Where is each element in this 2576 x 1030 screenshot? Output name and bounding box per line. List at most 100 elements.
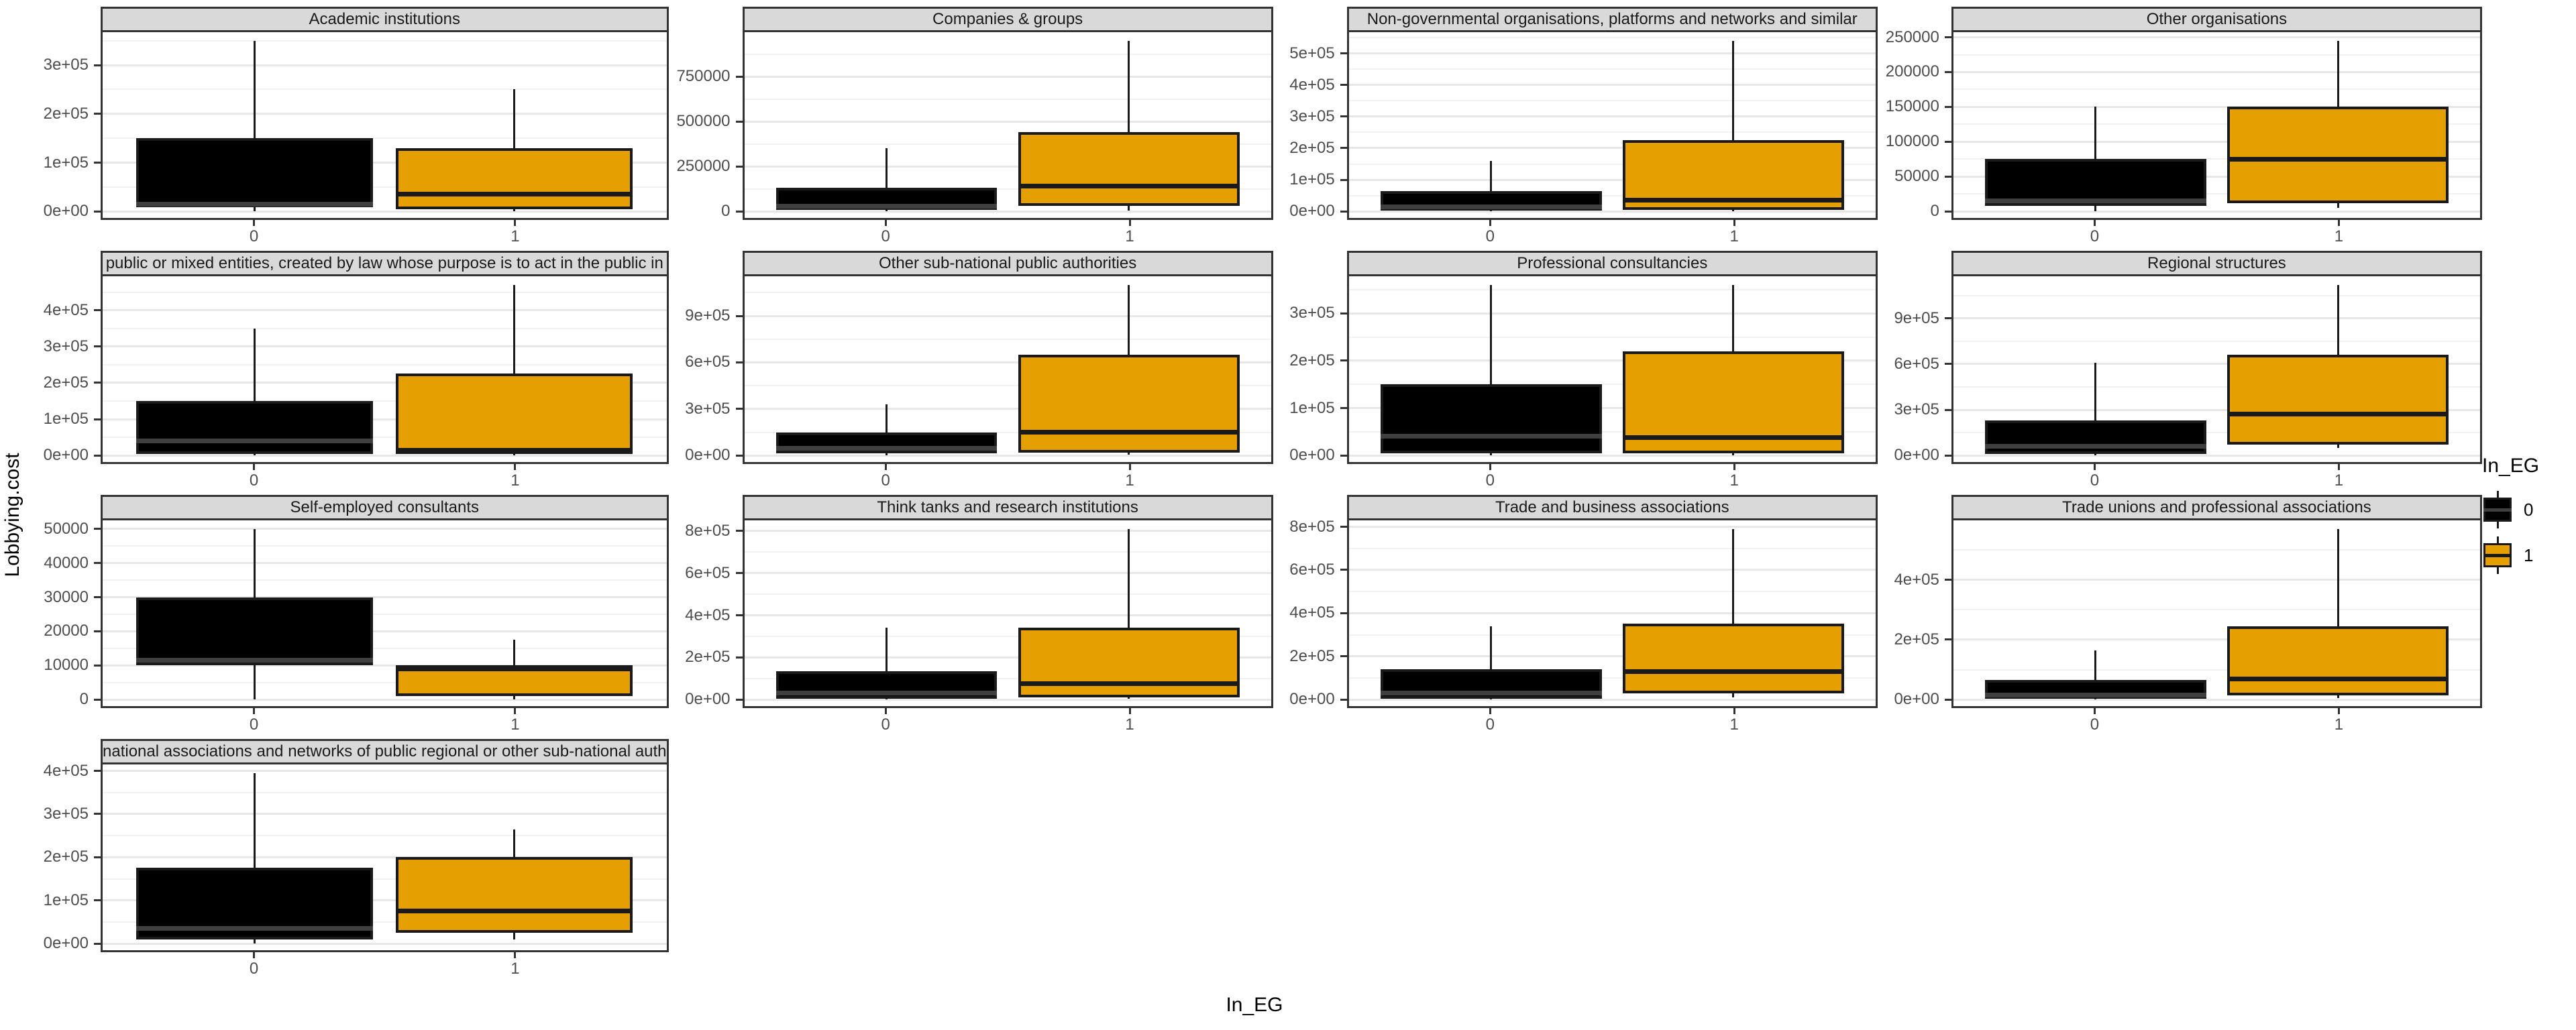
y-tick-mark: [735, 75, 743, 78]
gridline-major: [744, 408, 1271, 410]
gridline-major: [1348, 454, 1876, 457]
y-tick-label: 4e+05: [1289, 75, 1335, 94]
plot-area: [742, 32, 1273, 220]
y-tick-label: 0e+00: [1289, 690, 1335, 709]
boxplot-box-0: [1984, 420, 2206, 454]
x-tick-mark: [253, 220, 256, 226]
median-line: [1984, 444, 2206, 449]
y-tick-mark: [94, 899, 101, 902]
y-tick-label: 500000: [676, 112, 731, 131]
facet-title: Other organisations: [2146, 10, 2288, 28]
legend-title: In_EG: [2482, 455, 2540, 477]
y-tick-label: 200000: [1885, 62, 1939, 81]
whisker-line: [1732, 528, 1735, 698]
plot-area: [1951, 32, 2482, 220]
gridline-major: [1953, 105, 2480, 108]
y-tick-mark: [735, 361, 743, 363]
median-line: [775, 691, 998, 696]
x-tick-mark: [2093, 708, 2096, 714]
gridline-minor: [103, 579, 667, 581]
gridline-major: [744, 656, 1271, 659]
legend-item: 1: [2482, 536, 2576, 574]
y-axis-gutter: 0 10000 20000 30000 40000 50000: [27, 495, 101, 734]
y-tick-mark: [1340, 359, 1347, 362]
gridline-major: [103, 64, 667, 66]
gridline-minor: [103, 186, 667, 188]
facet-title: Self-employed consultants: [290, 498, 479, 516]
y-tick-label: 2e+05: [1894, 630, 1939, 648]
gridline-minor: [1953, 54, 2480, 56]
panel: Other organisations 0 1: [1951, 7, 2482, 245]
x-tick-label: 0: [881, 471, 890, 490]
y-tick-label: 2e+05: [43, 104, 89, 123]
gridline-minor: [103, 327, 667, 329]
x-tick-mark: [253, 952, 256, 958]
facet-title: Think tanks and research institutions: [877, 498, 1138, 516]
gridline-major: [744, 614, 1271, 617]
y-tick-label: 4e+05: [43, 761, 89, 780]
y-axis-gutter: 0e+00 2e+05 4e+05 6e+05 8e+05: [669, 495, 743, 734]
y-tick-mark: [1944, 210, 1951, 213]
y-tick-label: 2e+05: [1289, 351, 1335, 369]
y-tick-mark: [94, 942, 101, 945]
y-tick-label: 8e+05: [685, 521, 731, 540]
gridline-minor: [1348, 384, 1876, 386]
gridline-major: [103, 630, 667, 632]
x-tick-label: 0: [2090, 716, 2100, 734]
gridline-major: [1953, 638, 2480, 641]
facet-panel: 0e+00 2e+05 4e+05 6e+05 8e+05 Think tanks and…: [669, 495, 1273, 734]
facet-grid: 0e+00 1e+05 2e+05 3e+05 Academic institution…: [27, 7, 2482, 978]
facet-panel: 0e+00 2e+05 4e+05 6e+05 8e+05 Trade and busin…: [1273, 495, 1878, 734]
y-tick-label: 250000: [1885, 27, 1939, 46]
median-line: [2227, 156, 2449, 162]
y-tick-label: 0e+00: [1289, 202, 1335, 221]
y-tick-label: 3e+05: [43, 337, 89, 355]
x-tick-mark: [2337, 464, 2340, 470]
gridline-major: [744, 361, 1271, 363]
whisker-line: [513, 284, 516, 456]
gridline-minor: [103, 878, 667, 880]
plot-area: [742, 520, 1273, 708]
facet-title: Trade unions and professional associatio…: [2062, 498, 2371, 516]
median-line: [1622, 435, 1844, 440]
gridline-minor: [744, 635, 1271, 637]
gridline-minor: [103, 291, 667, 293]
y-tick-mark: [94, 813, 101, 815]
gridline-minor: [744, 677, 1271, 679]
facet-panel: 0e+00 3e+05 6e+05 9e+05 Other sub-national p…: [669, 251, 1273, 490]
y-tick-label: 40000: [44, 553, 89, 572]
gridline-minor: [1953, 432, 2480, 434]
median-line: [136, 658, 374, 663]
y-tick-label: 3e+05: [1894, 400, 1939, 419]
y-tick-label: 150000: [1885, 97, 1939, 116]
y-tick-mark: [94, 454, 101, 457]
gridline-major: [1953, 408, 2480, 411]
gridline-major: [1348, 52, 1876, 55]
x-tick-label: 1: [1125, 227, 1134, 245]
whisker-line: [2094, 650, 2097, 700]
plot-area: [1346, 276, 1878, 464]
x-tick-label: 1: [1125, 716, 1134, 734]
facet-panel: 0e+00 3e+05 6e+05 9e+05 Regional structures 0…: [1878, 251, 2482, 490]
gridline-minor: [1953, 669, 2480, 671]
y-tick-mark: [1340, 698, 1347, 701]
gridline-minor: [103, 363, 667, 365]
y-tick-label: 0e+00: [1894, 690, 1939, 709]
gridline-minor: [103, 89, 667, 91]
y-tick-label: 3e+05: [685, 399, 731, 418]
y-tick-label: 2e+05: [685, 648, 731, 667]
gridline-major: [1953, 454, 2480, 457]
y-axis-gutter: 0e+00 1e+05 2e+05 3e+05: [27, 7, 101, 245]
y-tick-mark: [1340, 569, 1347, 571]
boxplot-box-0: [136, 401, 374, 454]
x-tick-label: 1: [511, 716, 520, 734]
boxplot-box-1: [1018, 628, 1240, 698]
y-tick-label: 6e+05: [1289, 560, 1335, 579]
x-tick-label: 0: [249, 227, 259, 245]
whisker-line: [254, 40, 256, 212]
facet-title: Regional structures: [2147, 254, 2286, 272]
boxplot-box-1: [396, 148, 633, 209]
